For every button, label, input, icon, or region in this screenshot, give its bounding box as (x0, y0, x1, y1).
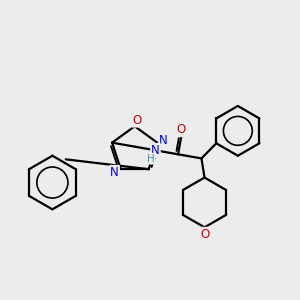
Text: O: O (132, 114, 141, 127)
Text: O: O (177, 123, 186, 136)
Text: N: N (159, 134, 168, 147)
Text: N: N (110, 166, 119, 179)
Text: H: H (147, 154, 154, 164)
Text: N: N (151, 144, 160, 157)
Text: O: O (200, 228, 209, 241)
